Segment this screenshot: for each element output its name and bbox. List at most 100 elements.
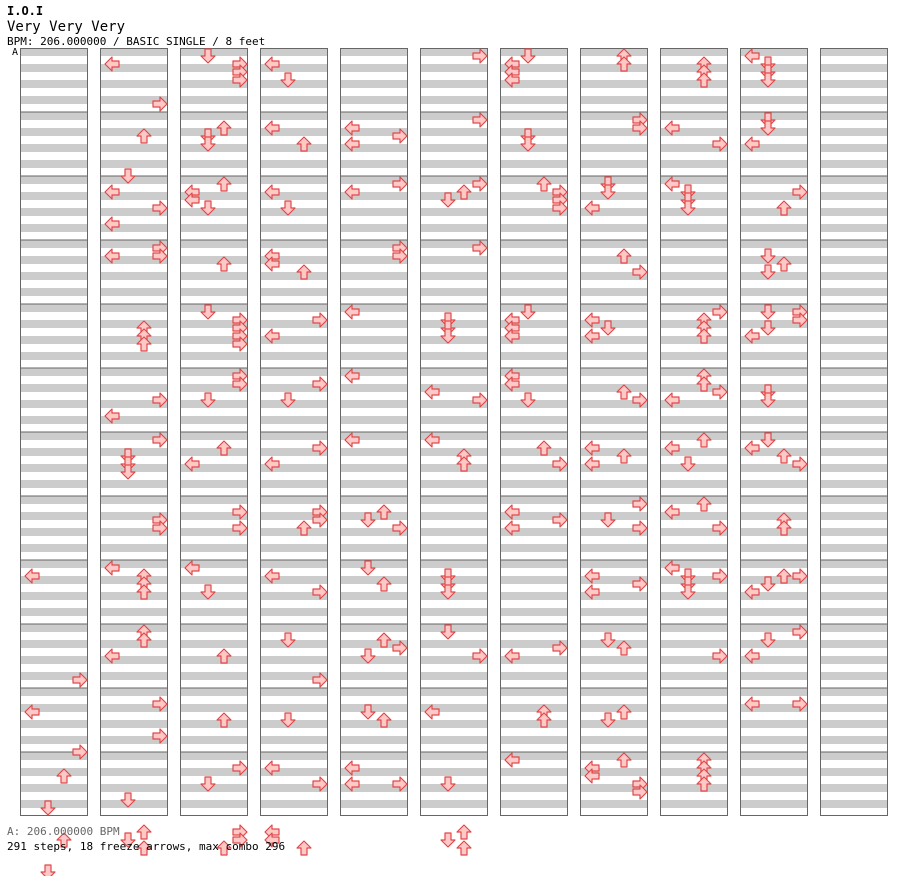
beat-stripe (260, 528, 328, 536)
left-arrow-icon (104, 56, 120, 72)
beat-stripe (180, 384, 248, 392)
column-frame (340, 48, 408, 816)
beat-stripe (820, 528, 888, 536)
beat-stripe (820, 416, 888, 424)
left-arrow-icon (504, 520, 520, 536)
beat-stripe (820, 304, 888, 312)
up-arrow-icon (296, 136, 312, 152)
beat-stripe (660, 336, 728, 344)
beat-stripe (500, 208, 568, 216)
right-arrow-icon (312, 440, 328, 456)
beat-stripe (660, 576, 728, 584)
chart-column (820, 48, 888, 816)
beat-stripe (580, 192, 648, 200)
beat-stripe (420, 560, 488, 568)
beat-stripe (500, 512, 568, 520)
beat-stripe (500, 256, 568, 264)
beat-stripe (580, 256, 648, 264)
right-arrow-icon (232, 376, 248, 392)
right-arrow-icon (232, 336, 248, 352)
beat-stripe (660, 112, 728, 120)
beat-stripe (100, 256, 168, 264)
beat-stripe (420, 256, 488, 264)
beat-stripe (260, 224, 328, 232)
beat-stripe (180, 352, 248, 360)
beat-stripe (820, 208, 888, 216)
beat-stripe (420, 224, 488, 232)
up-arrow-icon (216, 712, 232, 728)
beat-stripe (660, 448, 728, 456)
beat-stripe (100, 288, 168, 296)
beat-stripe (100, 368, 168, 376)
beat-stripe (660, 528, 728, 536)
beat-stripe (740, 144, 808, 152)
down-arrow-icon (200, 776, 216, 792)
beat-stripe (660, 672, 728, 680)
beat-stripe (100, 800, 168, 808)
beat-stripe (20, 512, 88, 520)
left-arrow-icon (344, 136, 360, 152)
down-arrow-icon (440, 584, 456, 600)
right-arrow-icon (472, 112, 488, 128)
beat-stripe (820, 96, 888, 104)
beat-stripe (660, 352, 728, 360)
beat-stripe (260, 512, 328, 520)
left-arrow-icon (264, 120, 280, 136)
up-arrow-icon (616, 640, 632, 656)
beat-stripe (820, 48, 888, 56)
beat-stripe (500, 624, 568, 632)
beat-stripe (20, 448, 88, 456)
beat-stripe (740, 624, 808, 632)
chart-column (180, 48, 248, 856)
beat-stripe (20, 752, 88, 760)
down-arrow-icon (760, 632, 776, 648)
beat-stripe (100, 704, 168, 712)
right-arrow-icon (792, 312, 808, 328)
beat-stripe (740, 736, 808, 744)
beat-stripe (20, 544, 88, 552)
right-arrow-icon (232, 504, 248, 520)
beat-stripe (740, 720, 808, 728)
up-arrow-icon (456, 824, 472, 840)
beat-stripe (660, 384, 728, 392)
beat-stripe (500, 544, 568, 552)
beat-stripe (180, 464, 248, 472)
left-arrow-icon (584, 584, 600, 600)
right-arrow-icon (472, 392, 488, 408)
beat-stripe (420, 96, 488, 104)
right-arrow-icon (312, 376, 328, 392)
beat-stripe (260, 384, 328, 392)
beat-stripe (20, 144, 88, 152)
beat-stripe (260, 496, 328, 504)
beat-stripe (340, 240, 408, 248)
beat-stripe (660, 160, 728, 168)
beat-stripe (580, 736, 648, 744)
beat-stripe (500, 640, 568, 648)
chart-column (20, 48, 88, 876)
down-arrow-icon (520, 48, 536, 64)
left-arrow-icon (664, 560, 680, 576)
beat-stripe (20, 496, 88, 504)
beat-stripe (660, 544, 728, 552)
left-arrow-icon (104, 408, 120, 424)
beat-stripe (100, 672, 168, 680)
down-arrow-icon (680, 584, 696, 600)
left-arrow-icon (264, 256, 280, 272)
beat-stripe (820, 80, 888, 88)
left-arrow-icon (264, 328, 280, 344)
beat-stripe (20, 112, 88, 120)
down-arrow-icon (200, 584, 216, 600)
beat-stripe (100, 592, 168, 600)
beat-stripe (740, 656, 808, 664)
right-arrow-icon (392, 776, 408, 792)
up-arrow-icon (696, 328, 712, 344)
beat-stripe (580, 272, 648, 280)
chart-column (260, 48, 328, 856)
up-arrow-icon (696, 376, 712, 392)
beat-stripe (820, 736, 888, 744)
beat-stripe (660, 736, 728, 744)
beat-stripe (340, 80, 408, 88)
beat-stripe (20, 336, 88, 344)
right-arrow-icon (152, 696, 168, 712)
up-arrow-icon (216, 120, 232, 136)
